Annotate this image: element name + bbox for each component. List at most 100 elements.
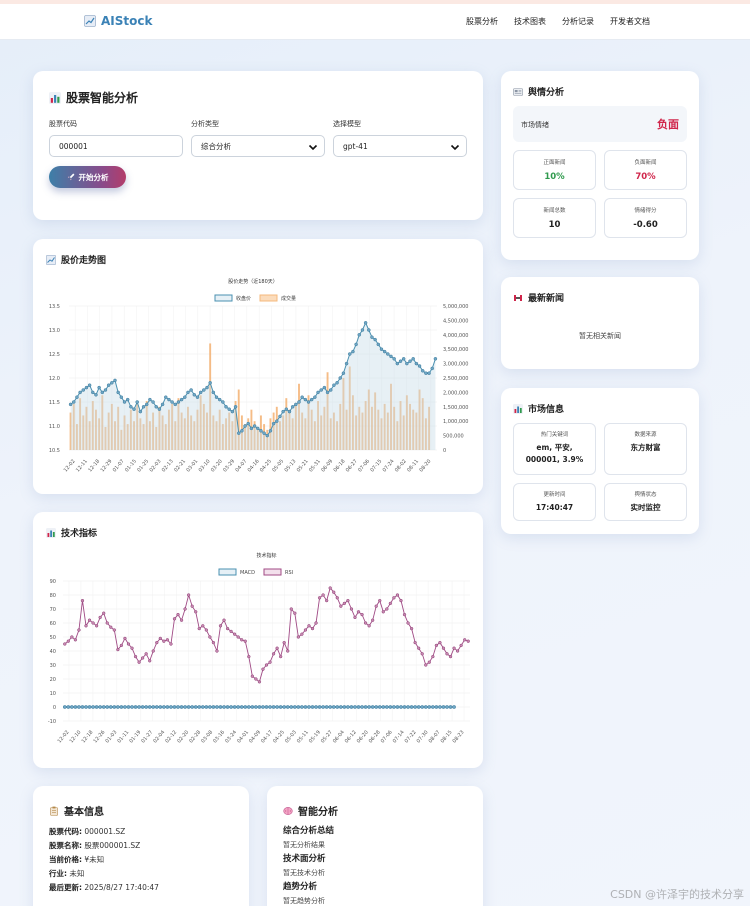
basic-info-name-row: 股票名称: 股票000001.SZ (49, 839, 159, 853)
nav-link-stock-analysis[interactable]: 股票分析 (466, 17, 498, 26)
nav-link-developer-docs[interactable]: 开发者文档 (610, 17, 650, 26)
rsi-point (179, 618, 184, 622)
rsi-point (406, 621, 410, 625)
close-price-point (249, 426, 254, 431)
y-tick: 20 (50, 677, 56, 683)
volume-bar (247, 418, 250, 450)
rsi-point (73, 638, 78, 642)
clipboard-icon (50, 806, 58, 816)
macd-point (363, 705, 368, 709)
macd-point (73, 705, 78, 709)
volume-bar (79, 398, 82, 450)
x-tick: 12-02 (57, 729, 71, 744)
volume-bar (167, 409, 170, 450)
volume-bar (253, 421, 256, 450)
volume-bar (158, 406, 161, 450)
macd-point (239, 705, 244, 709)
x-tick: 12-10 (69, 729, 83, 744)
analysis-type-label: 分析类型 (191, 120, 219, 128)
volume-bar (380, 418, 383, 450)
x-tick: 01-03 (104, 729, 118, 744)
rsi-point (339, 604, 343, 608)
volume-bar (342, 378, 345, 450)
x-tick: 06-04 (332, 729, 346, 744)
x-tick: 06-20 (356, 729, 370, 744)
analysis-type-select[interactable]: 综合分析 (191, 135, 325, 157)
rsi-point (402, 612, 407, 617)
close-price-point (348, 352, 352, 356)
nav-link-analysis-history[interactable]: 分析记录 (562, 17, 594, 26)
rsi-point (77, 628, 81, 632)
brand[interactable]: AIStock (84, 14, 152, 28)
macd-point (62, 705, 67, 709)
update-time-box: 更新时间 17:40:47 (513, 483, 596, 521)
rsi-point (102, 611, 106, 615)
rsi-point (360, 612, 364, 617)
stock-code-input[interactable]: 000001 (49, 135, 183, 157)
volume-bar (323, 406, 326, 450)
macd-point (406, 705, 410, 709)
start-analysis-label: 开始分析 (78, 172, 109, 182)
close-price-point (135, 400, 139, 404)
volume-bar (117, 406, 120, 450)
close-price-point (297, 400, 301, 404)
rsi-point (388, 601, 393, 606)
macd-point (317, 705, 322, 709)
legend-swatch-rsi (263, 568, 282, 576)
y-tick-right: 3,500,000 (443, 347, 468, 353)
model-select[interactable]: gpt-41 (333, 135, 467, 157)
close-price-point (189, 388, 193, 392)
macd-point (137, 705, 141, 709)
chevron-down-icon (308, 144, 318, 151)
x-tick: 06-18 (333, 458, 347, 473)
volume-bar (263, 424, 266, 450)
start-analysis-button[interactable]: 开始分析 (49, 166, 126, 188)
rsi-point (172, 617, 177, 621)
close-price-point (367, 328, 371, 332)
market-mood-label: 市场情绪 (521, 121, 549, 129)
price-chart: 股价走势（近180天） 收盘价 成交量 10.5 11.0 11.5 12.0 12.5 13.… (49, 278, 469, 473)
volume-bar (336, 421, 339, 450)
rsi-point (94, 624, 99, 628)
x-tick: 01-11 (116, 729, 130, 744)
rsi-point (137, 660, 141, 664)
analysis-form-card: 股票智能分析 股票代码 000001 分析类型 综合分析 选择模型 gpt-41… (33, 71, 483, 220)
macd-point (388, 705, 393, 709)
rsi-point (293, 611, 297, 615)
volume-bar (215, 421, 218, 450)
rsi-point (84, 624, 88, 628)
rsi-point (116, 647, 120, 652)
close-price-point (154, 405, 158, 409)
close-price-point (290, 405, 295, 409)
tech-chart-title: 技术指标 (61, 529, 98, 539)
x-tick: 02-13 (161, 458, 175, 473)
close-price-point (68, 402, 73, 407)
total-news-value: 10 (548, 220, 561, 230)
nav-link-tech-charts[interactable]: 技术图表 (514, 17, 546, 26)
macd-point (98, 705, 103, 709)
close-price-point (271, 421, 276, 426)
volume-bar (412, 409, 415, 450)
volume-bar (298, 383, 300, 450)
rsi-point (225, 626, 230, 631)
volume-bar (383, 403, 386, 450)
rsi-point (395, 593, 400, 597)
close-price-point (144, 402, 149, 407)
volume-bar (161, 415, 164, 450)
volume-bar (206, 412, 208, 450)
rsi-point (448, 654, 453, 659)
volume-bar (409, 403, 411, 450)
rsi-point (321, 593, 325, 597)
rsi-point (186, 593, 191, 597)
rsi-point (148, 659, 152, 663)
macd-point (296, 705, 301, 709)
close-price-point (176, 400, 181, 404)
rsi-point (282, 640, 286, 645)
y-tick-right: 3,000,000 (443, 362, 468, 368)
macd-point (151, 705, 156, 709)
macd-point (338, 705, 343, 709)
y-tick-left: 13.0 (49, 328, 60, 334)
y-tick-right: 4,000,000 (443, 333, 468, 339)
macd-point (335, 705, 340, 709)
basic-info-card: 基本信息 股票代码: 000001.SZ 股票名称: 股票000001.SZ 当… (33, 786, 249, 906)
